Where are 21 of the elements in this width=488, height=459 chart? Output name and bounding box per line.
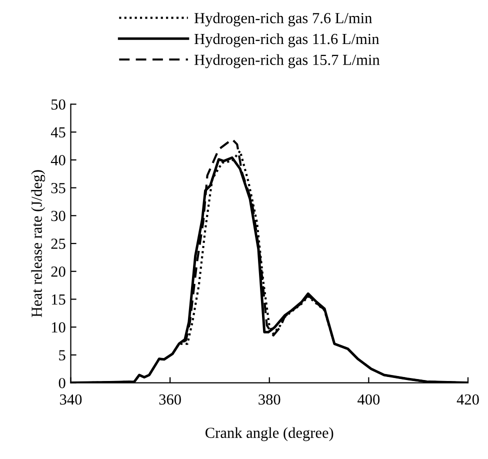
y-axis-title: Heat release rate (J/deg)	[31, 170, 46, 318]
legend-label: Hydrogen-rich gas 11.6 L/min	[194, 33, 380, 48]
y-tick-label: 45	[50, 127, 66, 138]
x-tick-label: 380	[258, 394, 280, 405]
x-tick-label: 400	[358, 394, 380, 405]
y-tick-label: 35	[51, 182, 66, 194]
y-tick-label: 10	[52, 322, 66, 333]
y-tick-label: 0	[58, 378, 66, 388]
x-tick-label: 340	[60, 394, 82, 405]
y-tick-label: 20	[51, 266, 66, 277]
y-tick-label: 15	[52, 294, 66, 305]
y-tick-label: 30	[51, 210, 66, 222]
legend-label: Hydrogen-rich gas 7.6 L/min	[194, 12, 372, 26]
y-tick-label: 40	[50, 155, 66, 166]
y-tick-label: 25	[51, 238, 66, 249]
y-tick-label: 5	[59, 350, 66, 360]
x-tick-label: 420	[456, 394, 479, 405]
x-tick-label: 360	[159, 394, 181, 405]
y-tick-label: 50	[52, 99, 66, 110]
x-axis-title: Crank angle (degree)	[206, 427, 334, 442]
legend-label: Hydrogen-rich gas 15.7 L/min	[194, 54, 380, 68]
